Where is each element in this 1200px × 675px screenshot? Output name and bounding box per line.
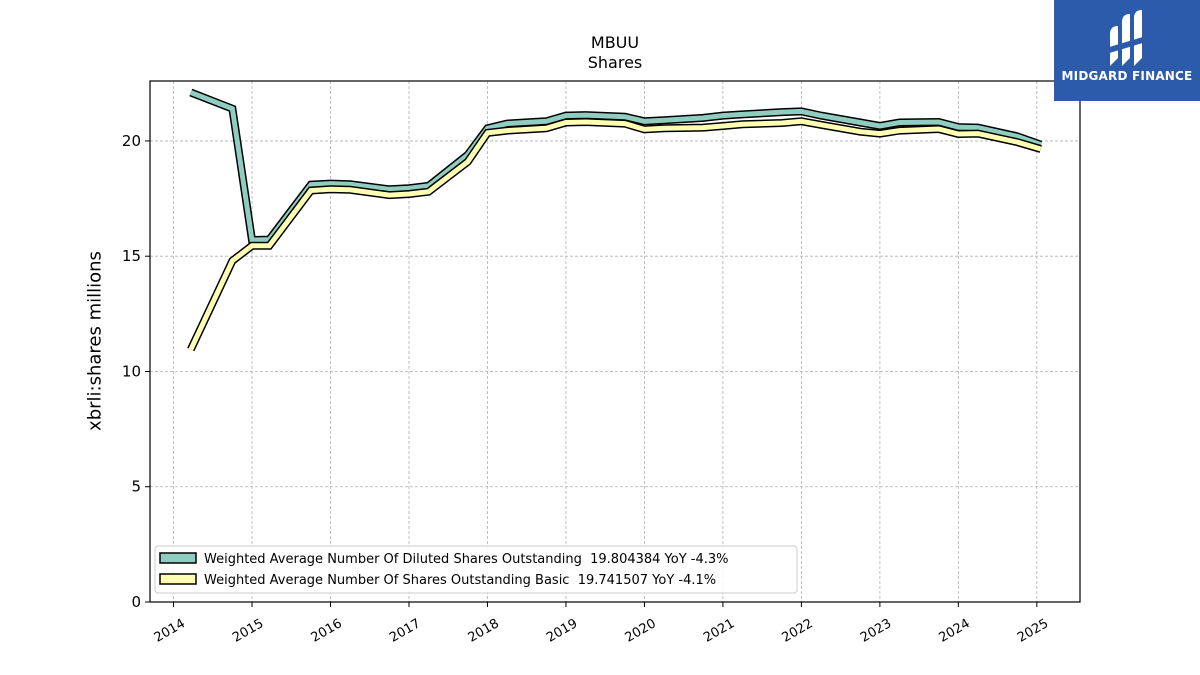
x-tick-label: 2021 — [701, 616, 737, 646]
series-outline — [187, 117, 1042, 352]
plot-frame — [149, 80, 1081, 603]
logo-mark-icon — [1106, 10, 1146, 66]
x-tick-label: 2017 — [387, 616, 423, 646]
x-tick-label: 2022 — [780, 616, 816, 646]
series-stroke — [189, 90, 1042, 243]
series-line-1 — [187, 117, 1042, 352]
x-tick-label: 2019 — [544, 616, 580, 646]
grid-lines — [150, 81, 1080, 603]
y-tick-label: 5 — [131, 478, 141, 496]
legend-swatch-diluted — [159, 552, 197, 564]
x-tick-label: 2024 — [937, 616, 973, 646]
x-tick-label: 2025 — [1015, 616, 1051, 646]
x-tick-label: 2020 — [623, 616, 659, 646]
x-tick-label: 2018 — [466, 616, 502, 646]
y-tick-label: 15 — [122, 247, 141, 265]
y-tick-label: 0 — [131, 593, 141, 611]
x-tick-label: 2016 — [309, 616, 345, 646]
series-line-0 — [189, 88, 1043, 245]
series-layer — [187, 88, 1043, 352]
chart-subtitle: Shares — [587, 53, 643, 72]
legend-label-diluted: Weighted Average Number Of Diluted Share… — [204, 552, 729, 567]
y-tick-label: 10 — [122, 362, 141, 380]
x-tick-label: 2015 — [230, 616, 266, 646]
series-stroke — [188, 118, 1042, 351]
legend-box — [154, 545, 798, 594]
chart-title: MBUU — [590, 33, 640, 52]
brand-logo: MIDGARD FINANCE — [1054, 0, 1200, 101]
brand-name: MIDGARD FINANCE — [1061, 69, 1193, 83]
legend-label-basic: Weighted Average Number Of Shares Outsta… — [204, 573, 716, 588]
x-tick-label: 2014 — [152, 616, 188, 646]
y-tick-label: 20 — [122, 132, 141, 150]
legend: Weighted Average Number Of Diluted Share… — [154, 545, 798, 594]
x-tick-label: 2023 — [858, 616, 894, 646]
legend-swatch-basic — [159, 573, 197, 585]
